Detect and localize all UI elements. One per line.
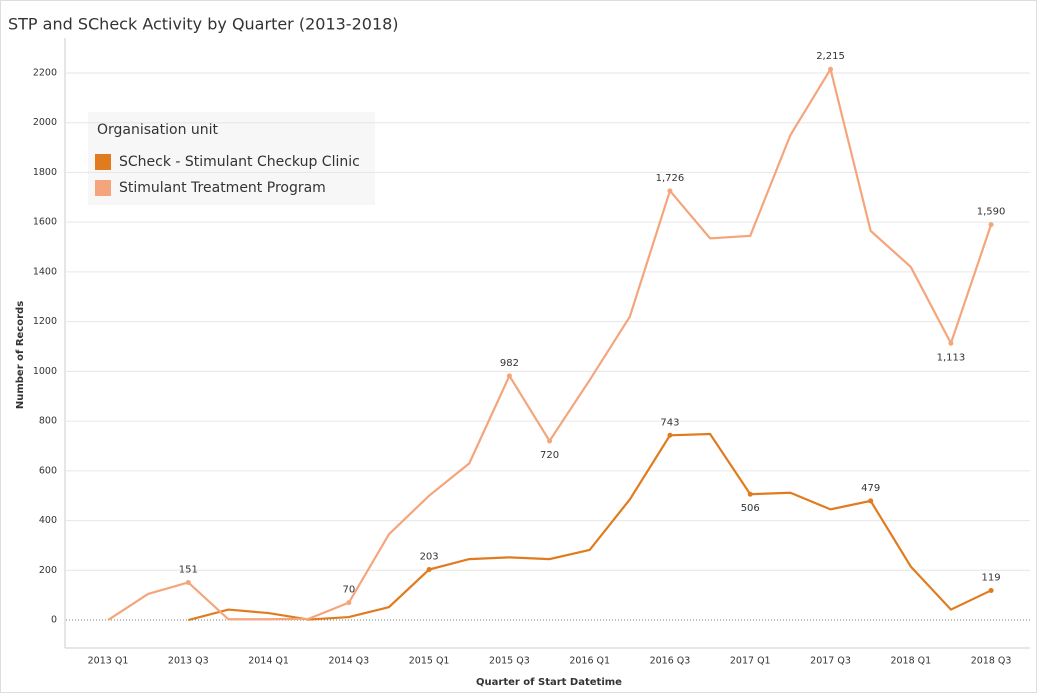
point — [426, 567, 432, 573]
legend-title: Organisation unit — [97, 122, 219, 138]
y-tick-label: 1800 — [33, 167, 57, 178]
x-tick-label: 2017 Q3 — [810, 656, 851, 667]
x-tick-label: 2015 Q1 — [409, 656, 450, 667]
y-tick-label: 1000 — [33, 366, 57, 377]
point — [506, 373, 512, 379]
data-label: 70 — [342, 585, 355, 596]
x-tick-label: 2014 Q3 — [328, 656, 369, 667]
y-tick-label: 2200 — [33, 67, 57, 78]
series-line — [188, 432, 992, 622]
legend: Organisation unit — [88, 112, 375, 205]
data-label: 479 — [861, 483, 880, 494]
point — [988, 587, 994, 593]
point — [185, 579, 191, 585]
data-label: 151 — [179, 564, 198, 575]
x-tick-label: 2018 Q1 — [890, 656, 931, 667]
point — [747, 491, 753, 497]
x-tick-label: 2015 Q3 — [489, 656, 530, 667]
data-label: 1,726 — [656, 173, 685, 184]
x-tick-label: 2018 Q3 — [971, 656, 1012, 667]
point — [667, 188, 673, 194]
x-tick-label: 2017 Q1 — [730, 656, 771, 667]
y-tick-label: 200 — [39, 565, 57, 576]
data-label: 506 — [741, 503, 760, 514]
y-tick-label: 800 — [39, 416, 57, 427]
point — [667, 432, 673, 438]
y-tick-label: 600 — [39, 465, 57, 476]
y-tick-label: 1600 — [33, 217, 57, 228]
y-tick-label: 1400 — [33, 266, 57, 277]
point — [346, 600, 352, 606]
data-label: 119 — [982, 572, 1001, 583]
y-tick-label: 0 — [51, 615, 57, 626]
x-tick-label: 2016 Q1 — [569, 656, 610, 667]
legend-swatch — [95, 154, 111, 170]
legend-swatch — [95, 180, 111, 196]
point — [828, 66, 834, 72]
legend-label: Stimulant Treatment Program — [119, 180, 326, 196]
x-tick-label: 2013 Q3 — [168, 656, 209, 667]
data-label: 203 — [420, 552, 439, 563]
data-label: 720 — [540, 450, 559, 461]
point — [868, 498, 874, 504]
y-tick-label: 2000 — [33, 117, 57, 128]
data-label: 982 — [500, 358, 519, 369]
data-label: 743 — [660, 417, 679, 428]
data-label: 1,590 — [977, 207, 1006, 218]
y-tick-label: 1200 — [33, 316, 57, 327]
chart-title: STP and SCheck Activity by Quarter (2013… — [8, 15, 399, 34]
x-axis-title: Quarter of Start Datetime — [476, 677, 622, 688]
legend-box — [88, 112, 375, 205]
x-tick-label: 2013 Q1 — [88, 656, 129, 667]
point — [547, 438, 553, 444]
point — [948, 340, 954, 346]
y-axis-title: Number of Records — [15, 301, 26, 409]
legend-label: SCheck - Stimulant Checkup Clinic — [119, 154, 360, 170]
x-tick-label: 2016 Q3 — [650, 656, 691, 667]
x-tick-label: 2014 Q1 — [248, 656, 289, 667]
data-label: 2,215 — [816, 51, 845, 62]
data-label: 1,113 — [937, 352, 966, 363]
y-tick-label: 400 — [39, 515, 57, 526]
point — [988, 222, 994, 228]
